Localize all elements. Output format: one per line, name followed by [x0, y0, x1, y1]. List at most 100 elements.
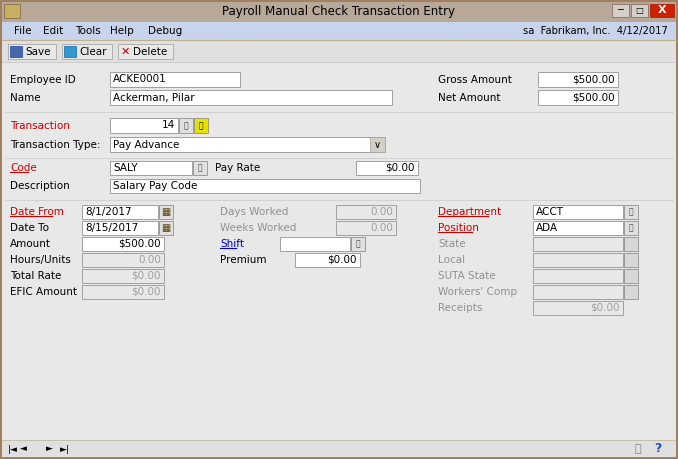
Text: Position: Position: [438, 223, 479, 233]
Text: $0.00: $0.00: [327, 255, 357, 265]
Text: Shift: Shift: [220, 239, 244, 249]
Text: 8/15/2017: 8/15/2017: [85, 223, 138, 233]
Text: 0.00: 0.00: [370, 207, 393, 217]
Text: Edit: Edit: [43, 26, 63, 36]
Text: ▦: ▦: [161, 207, 171, 217]
Text: ⬜: ⬜: [635, 444, 641, 454]
Text: Salary Pay Code: Salary Pay Code: [113, 181, 197, 191]
Text: Description: Description: [10, 181, 70, 191]
Text: Employee ID: Employee ID: [10, 75, 76, 85]
Text: Debug: Debug: [148, 26, 182, 36]
Text: Payroll Manual Check Transaction Entry: Payroll Manual Check Transaction Entry: [222, 5, 456, 17]
Bar: [533, 205, 623, 219]
Text: Help: Help: [110, 26, 134, 36]
Bar: [533, 285, 623, 299]
Text: sa  Fabrikam, Inc.  4/12/2017: sa Fabrikam, Inc. 4/12/2017: [523, 26, 668, 36]
Text: Save: Save: [25, 47, 50, 57]
Bar: [82, 205, 158, 219]
Text: |◄: |◄: [8, 444, 18, 453]
Text: SALY: SALY: [113, 163, 138, 173]
Text: 🔍: 🔍: [198, 163, 202, 173]
Text: $500.00: $500.00: [572, 74, 615, 84]
Text: State: State: [438, 239, 466, 249]
Text: Receipts: Receipts: [438, 303, 482, 313]
Text: Amount: Amount: [10, 239, 51, 249]
Bar: [82, 253, 164, 267]
Bar: [356, 161, 418, 175]
Bar: [280, 237, 350, 251]
Text: ►|: ►|: [60, 444, 70, 453]
Bar: [624, 221, 638, 235]
Bar: [295, 253, 360, 267]
Text: 🔍: 🔍: [629, 224, 633, 233]
Text: Clear: Clear: [79, 47, 106, 57]
Text: File: File: [14, 26, 31, 36]
Text: 0.00: 0.00: [138, 255, 161, 265]
Text: 🔍: 🔍: [356, 240, 360, 248]
Text: ADA: ADA: [536, 223, 558, 233]
Bar: [624, 253, 638, 267]
Text: Net Amount: Net Amount: [438, 93, 500, 103]
Text: ►: ►: [46, 444, 53, 453]
Text: ▦: ▦: [161, 223, 171, 233]
Text: Hours/Units: Hours/Units: [10, 255, 71, 265]
Bar: [64, 46, 76, 57]
Bar: [193, 161, 207, 175]
Bar: [82, 269, 164, 283]
Text: ?: ?: [654, 442, 662, 455]
Text: Delete: Delete: [133, 47, 167, 57]
Bar: [2, 62, 676, 440]
Bar: [2, 2, 676, 22]
Bar: [110, 161, 192, 175]
Bar: [370, 137, 385, 152]
Bar: [82, 285, 164, 299]
Text: ACKE0001: ACKE0001: [113, 74, 167, 84]
Text: 0.00: 0.00: [370, 223, 393, 233]
Bar: [82, 221, 158, 235]
Bar: [10, 46, 22, 57]
Bar: [336, 221, 396, 235]
Text: Gross Amount: Gross Amount: [438, 75, 512, 85]
Text: ACCT: ACCT: [536, 207, 564, 217]
Bar: [624, 237, 638, 251]
Bar: [159, 221, 173, 235]
Bar: [624, 205, 638, 219]
Bar: [2, 440, 676, 457]
Text: □: □: [635, 6, 643, 15]
Text: Total Rate: Total Rate: [10, 271, 62, 281]
Text: $0.00: $0.00: [591, 303, 620, 313]
Text: Local: Local: [438, 255, 465, 265]
Text: ─: ─: [617, 5, 623, 15]
Bar: [110, 72, 240, 87]
Bar: [110, 118, 178, 133]
Text: 📄: 📄: [199, 122, 203, 130]
Text: ∨: ∨: [374, 140, 380, 150]
Bar: [179, 118, 193, 133]
Bar: [538, 90, 618, 105]
Text: Transaction Type:: Transaction Type:: [10, 140, 100, 150]
Text: Date From: Date From: [10, 207, 64, 217]
Bar: [612, 4, 629, 17]
Bar: [336, 205, 396, 219]
Bar: [533, 301, 623, 315]
Bar: [194, 118, 208, 133]
Bar: [8, 44, 56, 59]
Text: $500.00: $500.00: [572, 93, 615, 102]
Text: Workers' Comp: Workers' Comp: [438, 287, 517, 297]
Bar: [118, 44, 173, 59]
Text: Name: Name: [10, 93, 41, 103]
Text: ◄: ◄: [20, 444, 27, 453]
Bar: [538, 72, 618, 87]
Text: Days Worked: Days Worked: [220, 207, 288, 217]
Bar: [533, 221, 623, 235]
Text: $0.00: $0.00: [132, 271, 161, 281]
Bar: [533, 253, 623, 267]
Bar: [631, 4, 648, 17]
Bar: [110, 179, 420, 193]
Bar: [4, 4, 20, 18]
Bar: [624, 269, 638, 283]
Text: Ackerman, Pilar: Ackerman, Pilar: [113, 93, 195, 102]
Bar: [351, 237, 365, 251]
Bar: [82, 237, 164, 251]
Bar: [2, 40, 676, 62]
